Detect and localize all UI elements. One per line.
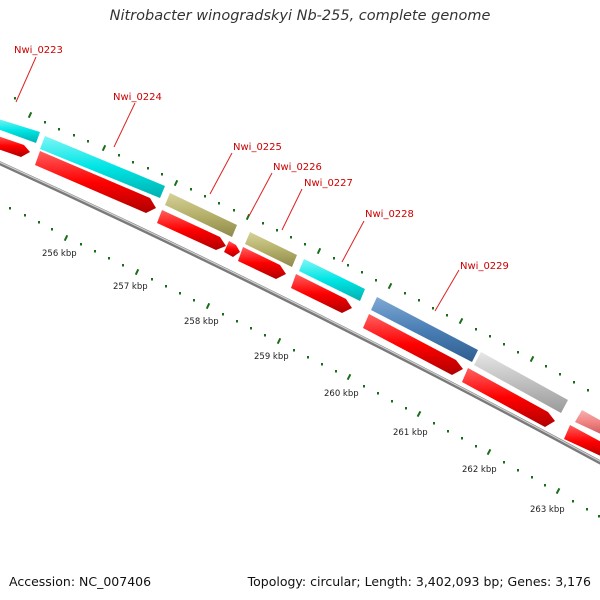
feature-blue-0229 — [371, 297, 478, 362]
cds-arrow-pink — [564, 425, 600, 456]
kbp-labels: 256 kbp 257 kbp 258 kbp 259 kbp 260 kbp … — [42, 249, 565, 515]
gene-label-nwi-0225: Nwi_0225 — [233, 142, 282, 153]
gene-label-leaders — [15, 56, 460, 312]
kbp-label: 258 kbp — [184, 317, 219, 327]
genome-summary-text: Topology: circular; Length: 3,402,093 bp… — [247, 574, 591, 589]
gene-label-nwi-0223: Nwi_0223 — [14, 45, 63, 56]
kbp-label: 263 kbp — [530, 505, 565, 515]
map-title: Nitrobacter winogradskyi Nb-255, complet… — [109, 8, 491, 24]
gene-label-nwi-0224: Nwi_0224 — [113, 92, 162, 103]
kbp-label: 256 kbp — [42, 249, 77, 259]
feature-cyan-0228 — [299, 259, 365, 301]
feature-row-outer — [0, 119, 600, 434]
backbone-outer — [0, 161, 600, 465]
feature-cyan-0224 — [40, 136, 165, 198]
cds-arrow-0226 — [224, 241, 240, 257]
gene-label-nwi-0226: Nwi_0226 — [273, 162, 322, 173]
backbone-inner — [0, 161, 600, 462]
gene-label-nwi-0228: Nwi_0228 — [365, 209, 414, 220]
kbp-label: 260 kbp — [324, 389, 359, 399]
kbp-label: 261 kbp — [393, 428, 428, 438]
feature-cyan-0223 — [0, 119, 40, 143]
cds-arrow-0225 — [157, 210, 226, 250]
lower-tick-row — [9, 207, 600, 518]
kbp-label: 262 kbp — [462, 465, 497, 475]
cds-arrow-0223 — [0, 136, 30, 157]
cds-arrow-0228 — [291, 274, 352, 313]
feature-olive-0225 — [165, 193, 237, 237]
kbp-label: 257 kbp — [113, 282, 148, 292]
gene-labels: Nwi_0223 Nwi_0224 Nwi_0225 Nwi_0226 Nwi_… — [14, 45, 509, 272]
cds-arrow-0229 — [363, 314, 463, 375]
accession-text: Accession: NC_007406 — [9, 574, 152, 589]
cds-arrow-grey — [462, 368, 555, 427]
feature-olive-0227 — [245, 232, 297, 267]
gene-label-nwi-0229: Nwi_0229 — [460, 261, 509, 272]
cds-row — [0, 136, 600, 456]
feature-pink — [575, 410, 600, 434]
kbp-label: 259 kbp — [254, 352, 289, 362]
upper-tick-row — [14, 97, 589, 392]
cds-arrow-0224 — [35, 151, 156, 213]
gene-label-nwi-0227: Nwi_0227 — [304, 178, 353, 189]
cds-arrow-0227 — [238, 247, 286, 279]
feature-grey — [474, 352, 568, 413]
